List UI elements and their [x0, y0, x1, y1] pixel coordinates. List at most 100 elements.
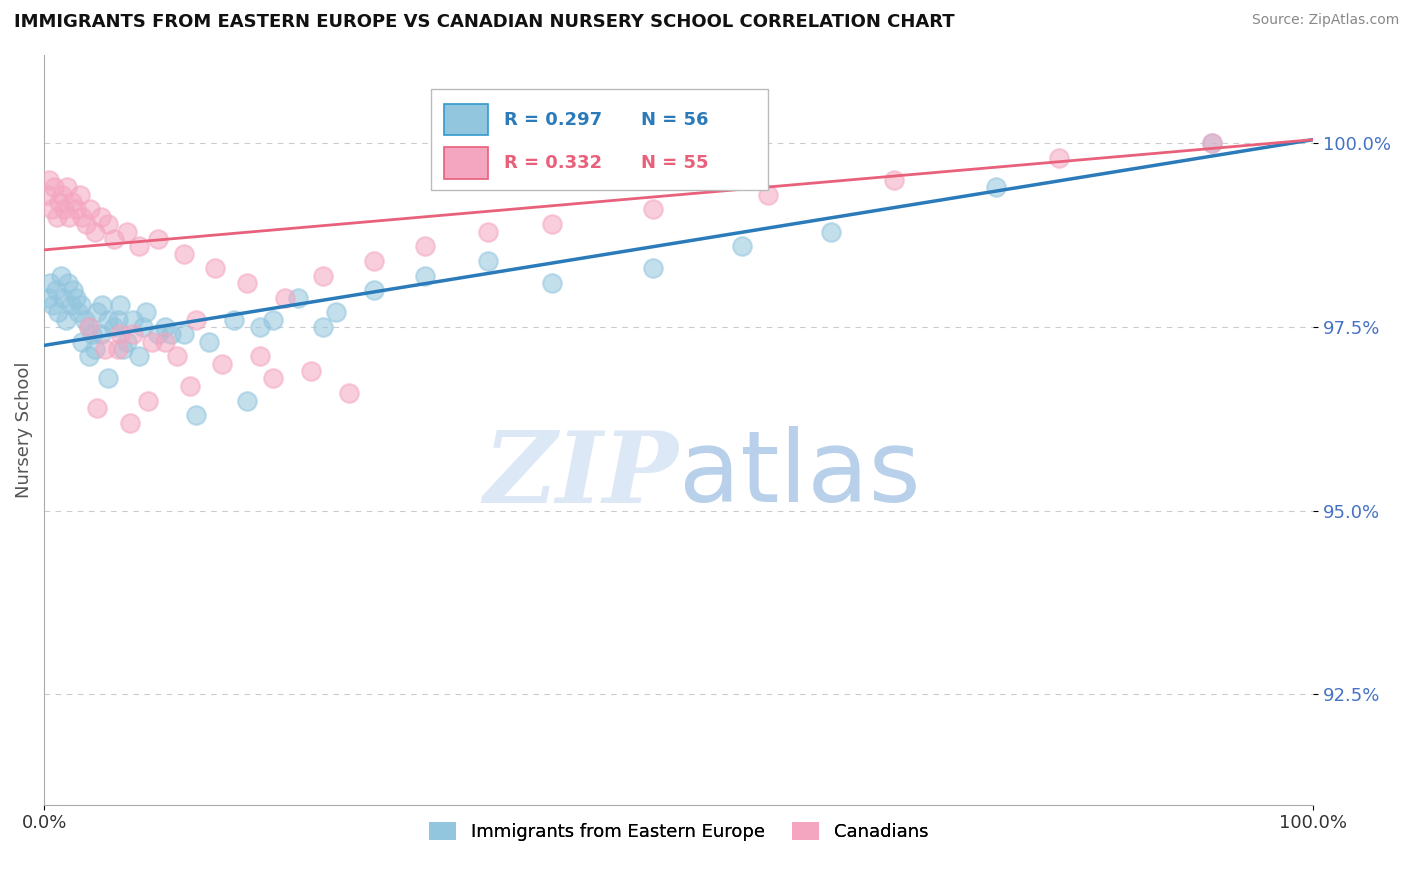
Point — [984, 180, 1007, 194]
Point — [132, 320, 155, 334]
Point — [141, 334, 163, 349]
Point — [110, 298, 132, 312]
Point — [540, 217, 562, 231]
Point — [97, 371, 120, 385]
Point — [59, 298, 82, 312]
Point — [820, 225, 842, 239]
Point — [111, 342, 134, 356]
Legend: Immigrants from Eastern Europe, Canadians: Immigrants from Eastern Europe, Canadian… — [422, 814, 935, 848]
Point — [186, 312, 208, 326]
Point — [65, 291, 87, 305]
Point — [312, 320, 335, 334]
Point — [224, 312, 246, 326]
Point — [179, 379, 201, 393]
Point — [148, 327, 170, 342]
Point — [312, 268, 335, 283]
Point — [65, 202, 87, 217]
Point — [103, 320, 125, 334]
Point — [363, 253, 385, 268]
Text: ZIP: ZIP — [484, 426, 679, 523]
Point — [128, 350, 150, 364]
Point — [35, 187, 58, 202]
Point — [97, 312, 120, 326]
Point — [82, 327, 104, 342]
Point — [540, 276, 562, 290]
Point — [186, 408, 208, 422]
Point — [41, 202, 63, 217]
Point — [62, 283, 84, 297]
Point — [75, 217, 97, 231]
Point — [107, 312, 129, 326]
Point — [67, 305, 90, 319]
Point — [643, 202, 665, 217]
Point — [249, 350, 271, 364]
Point — [325, 305, 347, 319]
Point — [1049, 151, 1071, 165]
Point — [39, 276, 62, 290]
Point — [55, 312, 77, 326]
Text: atlas: atlas — [679, 426, 921, 524]
Text: IMMIGRANTS FROM EASTERN EUROPE VS CANADIAN NURSERY SCHOOL CORRELATION CHART: IMMIGRANTS FROM EASTERN EUROPE VS CANADI… — [14, 13, 955, 31]
Point — [115, 225, 138, 239]
FancyBboxPatch shape — [432, 89, 768, 190]
Point — [1201, 136, 1223, 151]
Point — [160, 327, 183, 342]
Point — [211, 357, 233, 371]
Point — [643, 261, 665, 276]
Point — [337, 386, 360, 401]
Point — [122, 327, 145, 342]
Point — [236, 276, 259, 290]
Point — [86, 305, 108, 319]
Point — [287, 291, 309, 305]
Point — [44, 283, 66, 297]
Point — [77, 320, 100, 334]
Point — [166, 350, 188, 364]
Point — [60, 195, 83, 210]
Point — [249, 320, 271, 334]
Point — [83, 225, 105, 239]
Point — [136, 393, 159, 408]
Point — [73, 312, 96, 326]
Point — [153, 334, 176, 349]
Point — [1201, 136, 1223, 151]
Point — [46, 305, 69, 319]
Text: Source: ZipAtlas.com: Source: ZipAtlas.com — [1251, 13, 1399, 28]
Text: N = 56: N = 56 — [641, 111, 709, 128]
Point — [79, 202, 101, 217]
Point — [53, 202, 76, 217]
Point — [122, 312, 145, 326]
Point — [173, 246, 195, 260]
Text: R = 0.297: R = 0.297 — [503, 111, 602, 128]
Point — [120, 416, 142, 430]
Point — [128, 239, 150, 253]
Point — [42, 298, 65, 312]
Point — [94, 342, 117, 356]
Point — [153, 320, 176, 334]
Point — [262, 371, 284, 385]
Point — [173, 327, 195, 342]
Point — [103, 232, 125, 246]
Point — [77, 350, 100, 364]
Point — [37, 291, 59, 305]
Point — [477, 253, 499, 268]
Text: R = 0.332: R = 0.332 — [503, 154, 602, 172]
Point — [38, 173, 60, 187]
Point — [148, 232, 170, 246]
Point — [731, 239, 754, 253]
Point — [48, 195, 70, 210]
Point — [86, 401, 108, 415]
Point — [70, 298, 93, 312]
Point — [69, 187, 91, 202]
Point — [90, 210, 112, 224]
Point — [97, 217, 120, 231]
Point — [477, 225, 499, 239]
Point — [83, 342, 105, 356]
Point — [44, 180, 66, 194]
Point — [299, 364, 322, 378]
Point — [274, 291, 297, 305]
Point — [236, 393, 259, 408]
Point — [413, 239, 436, 253]
Point — [70, 210, 93, 224]
Point — [883, 173, 905, 187]
Point — [56, 180, 79, 194]
